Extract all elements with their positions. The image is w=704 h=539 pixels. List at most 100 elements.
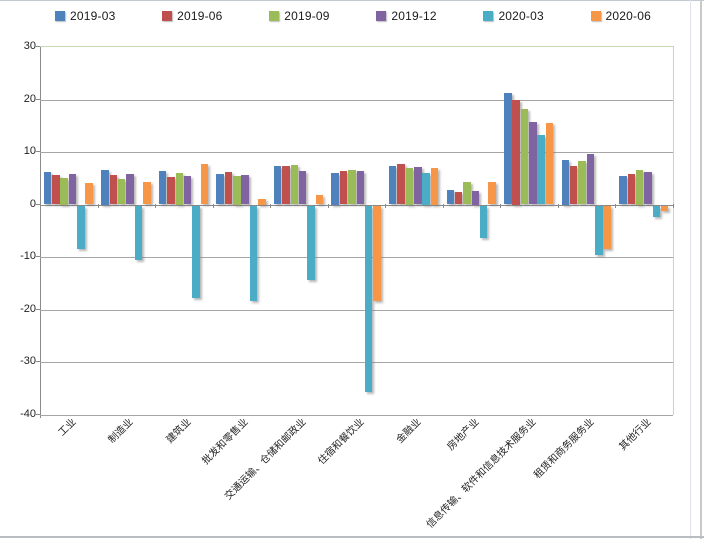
legend-swatch-icon: [376, 11, 387, 21]
bar-2020-06-9: [545, 122, 554, 205]
bar-2019-12-1: [68, 173, 77, 205]
bar-2019-09-4: [233, 175, 241, 205]
legend-swatch-icon: [483, 11, 494, 21]
category-tick: [97, 203, 99, 208]
legend-label: 2019-12: [391, 9, 437, 23]
bar-2019-06-1: [52, 174, 60, 205]
x-axis-category-label: 批发和零售业: [200, 416, 251, 467]
bar-2019-12-5: [298, 171, 307, 205]
bar-2019-03-11: [619, 176, 627, 205]
legend-label: 2019-09: [284, 9, 330, 23]
category-tick: [673, 203, 674, 208]
x-axis-category-label: 建筑业: [164, 416, 194, 446]
category-tick: [500, 203, 502, 208]
bar-2019-09-10: [578, 160, 586, 205]
window-bottom-border: [0, 536, 704, 538]
window-right-border[interactable]: [700, 0, 702, 539]
bar-2019-06-6: [339, 170, 348, 205]
gridline--30: [40, 362, 673, 363]
legend-swatch-icon: [590, 11, 601, 21]
y-axis-tick-label: -30: [20, 355, 36, 367]
bar-2019-03-6: [331, 173, 339, 205]
legend-label: 2020-06: [605, 9, 651, 23]
bar-2020-06-5: [315, 195, 324, 205]
chart-object-right-border: [690, 0, 691, 539]
bar-2019-12-2: [126, 174, 134, 205]
legend-item-2019-03: 2019-03: [55, 9, 115, 23]
bar-2019-03-7: [388, 166, 397, 205]
y-axis-tick-label: 10: [23, 145, 36, 157]
legend: 2019-03 2019-06 2019-09 2019-12 2020-03 2020-…: [55, 9, 651, 23]
category-tick: [327, 203, 329, 208]
y-axis-tick: [36, 361, 40, 362]
bar-2020-03-9: [537, 135, 545, 205]
y-axis-tick-label: -10: [20, 250, 36, 262]
x-axis-category-label: 住宿和餐饮业: [315, 416, 367, 467]
gridline--20: [40, 309, 673, 311]
bar-2019-03-5: [273, 165, 282, 205]
gridline-20: [40, 99, 673, 101]
window-top-border: [0, 0, 704, 1]
bar-2020-06-1: [85, 182, 93, 205]
bar-2020-03-2: [134, 205, 143, 260]
x-axis-category-label: 其他行业: [617, 416, 654, 453]
bar-2019-09-1: [60, 178, 68, 205]
bar-2019-06-2: [109, 175, 118, 205]
gridline--10: [40, 257, 673, 258]
x-axis-category-label: 制造业: [106, 416, 136, 446]
bar-2020-03-4: [249, 205, 258, 302]
x-axis-category-label: 信息传输、软件和信息技术服务业: [424, 416, 539, 531]
y-axis-tick-label: 20: [23, 92, 36, 105]
legend-item-2020-03: 2020-03: [483, 9, 544, 23]
bar-2020-06-6: [373, 205, 381, 301]
bar-2019-09-6: [348, 169, 356, 205]
y-axis-line: [40, 46, 41, 418]
x-axis-category-label: 金融业: [394, 416, 424, 446]
bar-2020-06-10: [603, 205, 611, 249]
bar-2019-09-7: [405, 167, 414, 205]
legend-item-2019-12: 2019-12: [376, 9, 437, 23]
category-tick: [557, 203, 559, 208]
category-tick: [615, 203, 617, 208]
bar-2020-06-7: [430, 167, 439, 205]
bar-2019-12-11: [644, 171, 652, 205]
category-tick: [385, 203, 387, 208]
bar-2020-03-10: [595, 205, 603, 256]
category-tick: [442, 203, 444, 208]
x-axis-category-label: 房地产业: [445, 416, 482, 453]
bar-2019-06-4: [224, 172, 233, 205]
bar-2019-09-9: [520, 109, 529, 205]
y-axis-tick: [36, 413, 40, 415]
legend-item-2019-09: 2019-09: [269, 9, 329, 23]
category-tick: [40, 203, 41, 208]
y-axis-tick: [36, 256, 40, 257]
bar-2020-06-4: [258, 199, 266, 205]
bar-2019-09-3: [175, 173, 183, 205]
bar-2019-12-3: [183, 176, 192, 205]
y-axis-tick-label: -40: [20, 407, 36, 420]
bar-2019-09-8: [463, 181, 471, 205]
legend-item-2019-06: 2019-06: [162, 9, 222, 23]
bar-2019-06-7: [397, 163, 405, 205]
bar-2019-03-8: [446, 190, 455, 205]
bar-2019-12-4: [241, 175, 249, 205]
bar-2019-06-8: [454, 191, 463, 205]
y-axis-tick-label: 0: [29, 197, 36, 210]
bar-2019-09-11: [635, 170, 644, 205]
legend-label: 2019-03: [70, 9, 116, 23]
x-axis-category-label: 工业: [56, 416, 79, 439]
y-axis-tick: [36, 46, 40, 47]
bar-2020-06-8: [488, 182, 496, 205]
legend-item-2020-06: 2020-06: [590, 9, 651, 23]
legend-label: 2019-06: [177, 9, 223, 23]
bar-2019-09-5: [290, 164, 299, 205]
gridline-0: [40, 204, 673, 206]
bar-2020-03-8: [479, 205, 488, 238]
y-axis-tick: [36, 308, 40, 310]
bar-2020-03-3: [192, 205, 200, 298]
legend-swatch-icon: [269, 11, 280, 21]
gridline-10: [40, 152, 673, 153]
bar-2020-03-5: [307, 205, 315, 280]
bar-2020-03-6: [364, 205, 373, 392]
bar-2019-12-10: [586, 153, 595, 205]
